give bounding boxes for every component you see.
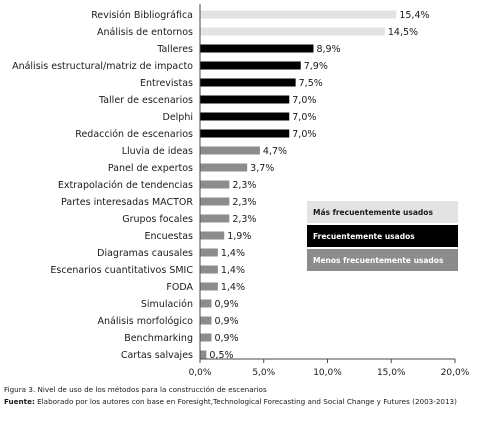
category-label: Benchmarking [124,333,193,344]
bar [200,78,296,87]
bar [200,163,248,172]
x-tick-label: 0,0% [189,368,212,378]
bar [200,61,301,70]
category-label: Redacción de escenarios [75,129,193,140]
legend-label: Más frecuentemente usados [313,208,433,217]
data-label: 0,9% [214,316,238,327]
category-label: Taller de escenarios [98,95,193,106]
legend-box [307,201,458,223]
data-label: 4,7% [263,146,287,157]
figure-caption: Figura 3. Nivel de uso de los métodos pa… [4,385,267,394]
legend-label: Frecuentemente usados [313,232,415,241]
data-label: 7,0% [292,129,316,140]
data-label: 0,9% [214,333,238,344]
bar [200,265,218,274]
data-label: 1,4% [221,265,245,276]
category-label: Talleres [156,44,193,55]
data-label: 1,4% [221,248,245,259]
data-label: 14,5% [388,27,418,38]
category-label: Partes interesadas MACTOR [61,197,193,208]
data-label: 7,0% [292,95,316,106]
source-text: Elaborado por los autores con base en Fo… [34,397,457,406]
bar [200,299,212,308]
category-label: Revisión Bibliográfica [91,10,193,21]
data-label: 1,4% [221,282,245,293]
bar [200,316,212,325]
bar [200,129,290,138]
bar [200,197,230,206]
bar [200,214,230,223]
data-label: 2,3% [232,180,256,191]
source-caption: Fuente: Elaborado por los autores con ba… [4,397,457,407]
bar [200,27,385,36]
bar [200,333,212,342]
data-label: 3,7% [250,163,274,174]
category-label: Análisis morfológico [98,316,194,327]
category-label: Delphi [163,112,194,123]
x-tick-label: 20,0% [441,368,470,378]
category-label: FODA [166,282,193,293]
category-label: Análisis de entornos [97,27,193,38]
category-label: Extrapolación de tendencias [58,180,193,191]
bar [200,282,218,291]
legend-label: Menos frecuentemente usados [313,256,444,265]
bar [200,95,290,104]
data-label: 1,9% [227,231,251,242]
data-label: 2,3% [232,214,256,225]
data-label: 7,5% [299,78,323,89]
category-label: Entrevistas [140,78,193,89]
bar [200,44,314,53]
data-label: 7,9% [304,61,328,72]
bar [200,231,225,240]
category-label: Grupos focales [122,214,193,225]
data-label: 15,4% [399,10,429,21]
data-label: 8,9% [316,44,340,55]
bar [200,146,260,155]
category-label: Encuestas [144,231,193,242]
bar-chart: Revisión Bibliográfica 15,4% Análisis de e… [12,4,470,378]
category-label: Simulación [141,299,193,310]
x-tick-label: 15,0% [377,368,406,378]
category-label: Diagramas causales [97,248,193,259]
category-label: Lluvia de ideas [122,146,193,157]
bar [200,112,290,121]
bar [200,10,397,19]
x-tick-label: 5,0% [252,368,275,378]
data-label: 2,3% [232,197,256,208]
bar [200,248,218,257]
bar [200,180,230,189]
bar [200,350,207,359]
source-label: Fuente: [4,397,35,406]
x-tick-label: 10,0% [313,368,342,378]
category-label: Escenarios cuantitativos SMIC [50,265,193,276]
category-label: Análisis estructural/matriz de impacto [12,61,193,72]
data-label: 0,9% [214,299,238,310]
data-label: 7,0% [292,112,316,123]
legend-box [307,249,458,271]
category-label: Cartas salvajes [121,350,193,361]
category-label: Panel de expertos [108,163,193,174]
data-label: 0,5% [209,350,233,361]
legend-box [307,225,458,247]
